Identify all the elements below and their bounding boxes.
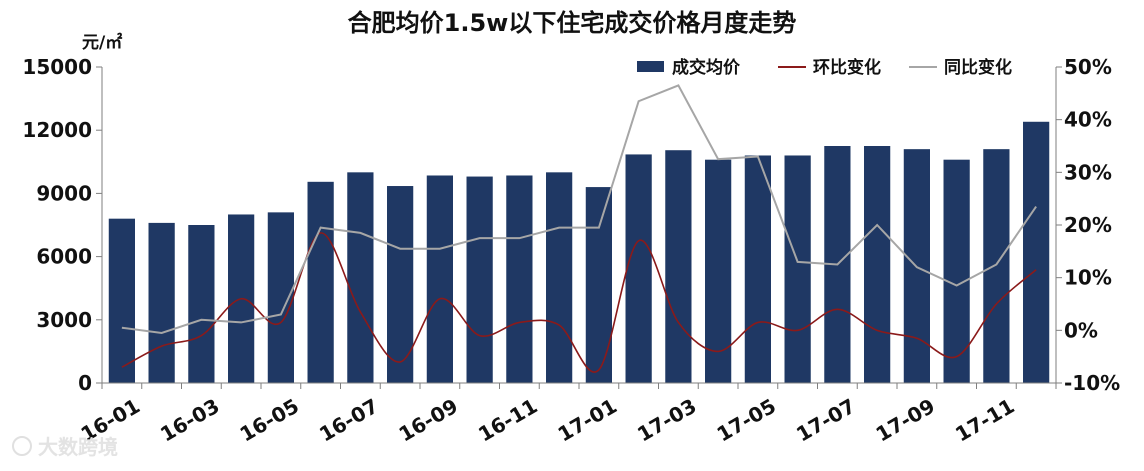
x-tick-label: 17-05: [713, 394, 780, 447]
legend-label-3: 同比变化: [944, 57, 1012, 78]
x-tick-label: 16-07: [315, 394, 382, 447]
bar-17-02: [625, 154, 652, 383]
y-left-tick-label: 12000: [22, 118, 92, 142]
y-right-tick-label: 20%: [1064, 213, 1112, 237]
watermark: 大数跨境: [12, 435, 118, 459]
bar-17-12: [1023, 121, 1050, 384]
line-series-group: [121, 84, 1037, 373]
x-tick-label: 17-11: [951, 394, 1018, 447]
bar-16-09: [426, 175, 453, 383]
x-tick-label: 17-09: [872, 394, 939, 447]
bar-series-group: [108, 121, 1050, 384]
bar-17-01: [585, 187, 612, 383]
bar-16-03: [188, 225, 215, 383]
x-tick-label: 16-05: [236, 394, 303, 447]
bar-16-08: [387, 186, 414, 383]
x-tick-label: 17-03: [633, 394, 700, 447]
bar-16-11: [506, 175, 533, 383]
bar-17-10: [943, 159, 970, 383]
y-left-tick-label: 0: [78, 371, 92, 395]
y-left-tick-label: 3000: [36, 308, 92, 332]
x-tick-label: 17-01: [554, 394, 621, 447]
y-right-tick-label: 30%: [1064, 160, 1112, 184]
y-right-tick-label: 10%: [1064, 266, 1112, 290]
bar-17-08: [864, 146, 891, 383]
y-left-tick-label: 9000: [36, 181, 92, 205]
x-tick-label: 17-07: [792, 394, 859, 447]
legend-label-1: 成交均价: [672, 57, 741, 78]
bar-17-11: [983, 149, 1010, 383]
y-right-tick-label: -10%: [1064, 371, 1120, 395]
bar-16-10: [466, 176, 493, 383]
line-series-1: [121, 232, 1037, 373]
legend-label-2: 环比变化: [813, 57, 881, 78]
bar-16-12: [546, 172, 573, 383]
bar-16-02: [148, 222, 175, 383]
y-axis-unit-label: 元/㎡: [82, 32, 122, 53]
bar-16-01: [108, 218, 135, 383]
bar-16-07: [347, 172, 374, 383]
y-left-tick-label: 15000: [22, 55, 92, 79]
x-tick-label: 16-11: [474, 394, 541, 447]
chart-title: 合肥均价1.5w以下住宅成交价格月度走势: [348, 9, 797, 37]
bar-17-03: [665, 150, 692, 383]
watermark-logo-icon: [12, 436, 32, 456]
y-right-tick-label: 0%: [1064, 318, 1098, 342]
line-series-2: [121, 84, 1037, 334]
bar-17-05: [744, 155, 771, 383]
bar-17-04: [705, 159, 732, 383]
watermark-text: 大数跨境: [38, 435, 118, 459]
x-tick-label: 16-09: [395, 394, 462, 447]
legend-swatch-1: [637, 61, 664, 72]
legend: 成交均价 环比变化 同比变化: [637, 57, 1012, 78]
y-right-tick-label: 50%: [1064, 55, 1112, 79]
bar-16-06: [307, 181, 334, 383]
y-left-tick-label: 6000: [36, 245, 92, 269]
bar-17-06: [784, 155, 811, 383]
y-right-tick-label: 40%: [1064, 108, 1112, 132]
x-tick-label: 16-03: [156, 394, 223, 447]
bar-16-05: [267, 212, 294, 383]
